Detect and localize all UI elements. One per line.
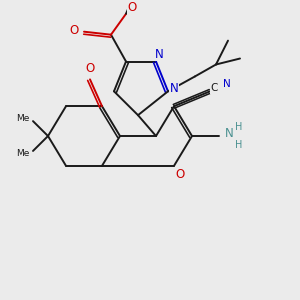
Text: Me: Me [16,114,29,123]
Text: H: H [235,140,242,150]
Text: N: N [154,48,164,61]
Text: N: N [225,127,234,140]
Text: H: H [235,122,242,132]
Text: O: O [69,24,78,37]
Text: O: O [85,62,94,76]
Text: C: C [211,83,218,93]
Text: N: N [223,79,230,89]
Text: O: O [176,168,184,181]
Text: N: N [169,82,178,95]
Text: O: O [128,1,136,14]
Text: Me: Me [16,149,29,158]
